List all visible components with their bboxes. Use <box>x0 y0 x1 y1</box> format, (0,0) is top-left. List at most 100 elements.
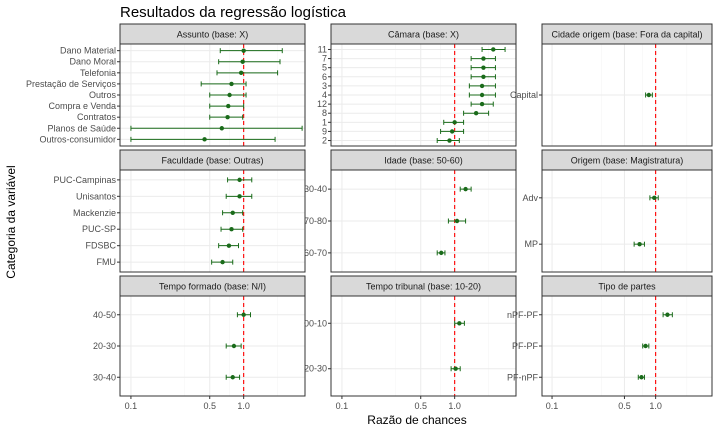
chart-title: Resultados da regressão logística <box>120 4 347 21</box>
x-tick-label: 0.5 <box>618 401 631 411</box>
estimate-point <box>202 137 207 142</box>
y-tick-label: PF-nPF <box>507 372 539 382</box>
estimate-point <box>231 343 237 349</box>
facet-panel: Origem (base: Magistratura) Adv MP <box>522 149 713 273</box>
panel-border <box>330 295 517 397</box>
y-tick-label: 00-10 <box>304 318 327 328</box>
panel-background <box>542 170 712 272</box>
facet-strip-label: Origem (base: Magistratura) <box>571 156 684 166</box>
y-tick-label: 4 <box>322 90 327 100</box>
y-tick-label: Compra e Venda <box>48 101 116 111</box>
estimate-point <box>241 48 246 53</box>
estimate-point <box>646 92 652 98</box>
y-tick-label: MP <box>525 239 539 249</box>
facet-strip-label: Tipo de partes <box>598 282 656 292</box>
estimate-point <box>229 227 234 232</box>
y-tick-label: 12 <box>317 99 327 109</box>
y-tick-label: Telefonia <box>80 68 116 78</box>
panel-border <box>119 169 306 273</box>
panel-border <box>330 169 517 273</box>
y-tick-label: 6 <box>322 72 327 82</box>
estimate-point <box>237 177 242 183</box>
estimate-point <box>479 83 485 89</box>
panel-background <box>120 170 305 272</box>
y-tick-label: PF-PF <box>512 341 539 351</box>
estimate-point <box>226 243 232 248</box>
facet-panel: Tipo de partes nPF-PF PF-PF PF-nPF 0.1 0.5 1.0 <box>507 275 713 411</box>
panel-border <box>541 169 713 273</box>
panel-border <box>541 295 713 397</box>
estimate-point <box>439 250 444 256</box>
estimate-point <box>481 65 486 70</box>
x-tick-label: 1.0 <box>237 401 250 411</box>
y-tick-label: Capital <box>510 90 538 100</box>
y-tick-label: nPF-PF <box>507 310 539 320</box>
estimate-point <box>643 343 648 349</box>
estimate-point <box>229 81 234 87</box>
y-tick-label: 1 <box>322 117 327 127</box>
y-tick-label: 20-30 <box>93 341 116 351</box>
facet-strip-label: Tempo formado (base: N/I) <box>159 282 266 292</box>
y-tick-label: 60-70 <box>304 248 327 258</box>
y-tick-label: Dano Moral <box>69 57 116 67</box>
facet-panel: Tempo tribunal (base: 10-20) 00-10 20-30 0.… <box>304 275 517 411</box>
y-tick-label: FMU <box>97 257 117 267</box>
y-tick-label: PUC-Campinas <box>53 175 116 185</box>
estimate-point <box>447 138 452 143</box>
estimate-point <box>453 366 458 371</box>
estimate-point <box>449 129 455 134</box>
panel-border <box>330 43 517 147</box>
y-tick-label: 7 <box>322 54 327 64</box>
estimate-point <box>652 195 657 201</box>
estimate-point <box>491 47 496 52</box>
estimate-point <box>225 114 230 120</box>
estimate-point <box>457 321 462 326</box>
estimate-point <box>227 92 232 98</box>
y-tick-label: 30-40 <box>304 184 327 194</box>
facet-panel: Tempo formado (base: N/I) 40-50 20-30 30-40… <box>93 275 306 411</box>
x-tick-label: 1.0 <box>448 401 461 411</box>
panel-border <box>119 295 306 397</box>
y-tick-label: Contratos <box>77 112 117 122</box>
estimate-point <box>479 101 485 107</box>
x-tick-label: 0.1 <box>546 401 559 411</box>
y-tick-label: 30-40 <box>93 372 116 382</box>
x-tick-label: 0.5 <box>414 401 427 411</box>
estimate-point <box>238 70 244 76</box>
y-tick-label: Dano Material <box>60 46 116 56</box>
y-tick-label: 20-30 <box>304 364 327 374</box>
estimate-point <box>220 259 225 265</box>
estimate-point <box>473 111 479 116</box>
estimate-point <box>463 186 468 192</box>
panel-border <box>541 43 713 147</box>
facet-panel: Faculdade (base: Outras) PUC-Campinas Unis… <box>53 149 306 273</box>
y-tick-label: Adv <box>522 193 538 203</box>
y-tick-label: PUC-SP <box>82 224 116 234</box>
estimate-point <box>479 92 485 98</box>
facet-strip-label: Faculdade (base: Outras) <box>161 156 263 166</box>
estimate-point <box>226 103 231 109</box>
estimate-point <box>241 312 246 317</box>
y-tick-label: 11 <box>318 44 327 54</box>
estimate-point <box>230 375 235 380</box>
x-tick-label: 0.5 <box>203 401 216 411</box>
estimate-point <box>481 56 486 61</box>
facet-strip-label: Assunto (base: X) <box>177 30 249 40</box>
facet-strip-label: Cidade origem (base: Fora da capital) <box>551 30 702 40</box>
y-axis-title: Categoria da variável <box>4 165 18 278</box>
y-tick-label: 3 <box>322 81 327 91</box>
y-tick-label: Unisantos <box>76 191 117 201</box>
estimate-point <box>665 312 670 317</box>
facet-strip-label: Idade (base: 50-60) <box>384 156 463 166</box>
panel-background <box>331 296 516 396</box>
y-tick-label: 9 <box>322 126 327 136</box>
y-tick-label: Prestação de Serviços <box>26 79 117 89</box>
estimate-point <box>481 74 486 79</box>
y-tick-label: 70-80 <box>304 216 327 226</box>
estimate-point <box>452 120 457 125</box>
x-tick-label: 0.1 <box>125 401 138 411</box>
